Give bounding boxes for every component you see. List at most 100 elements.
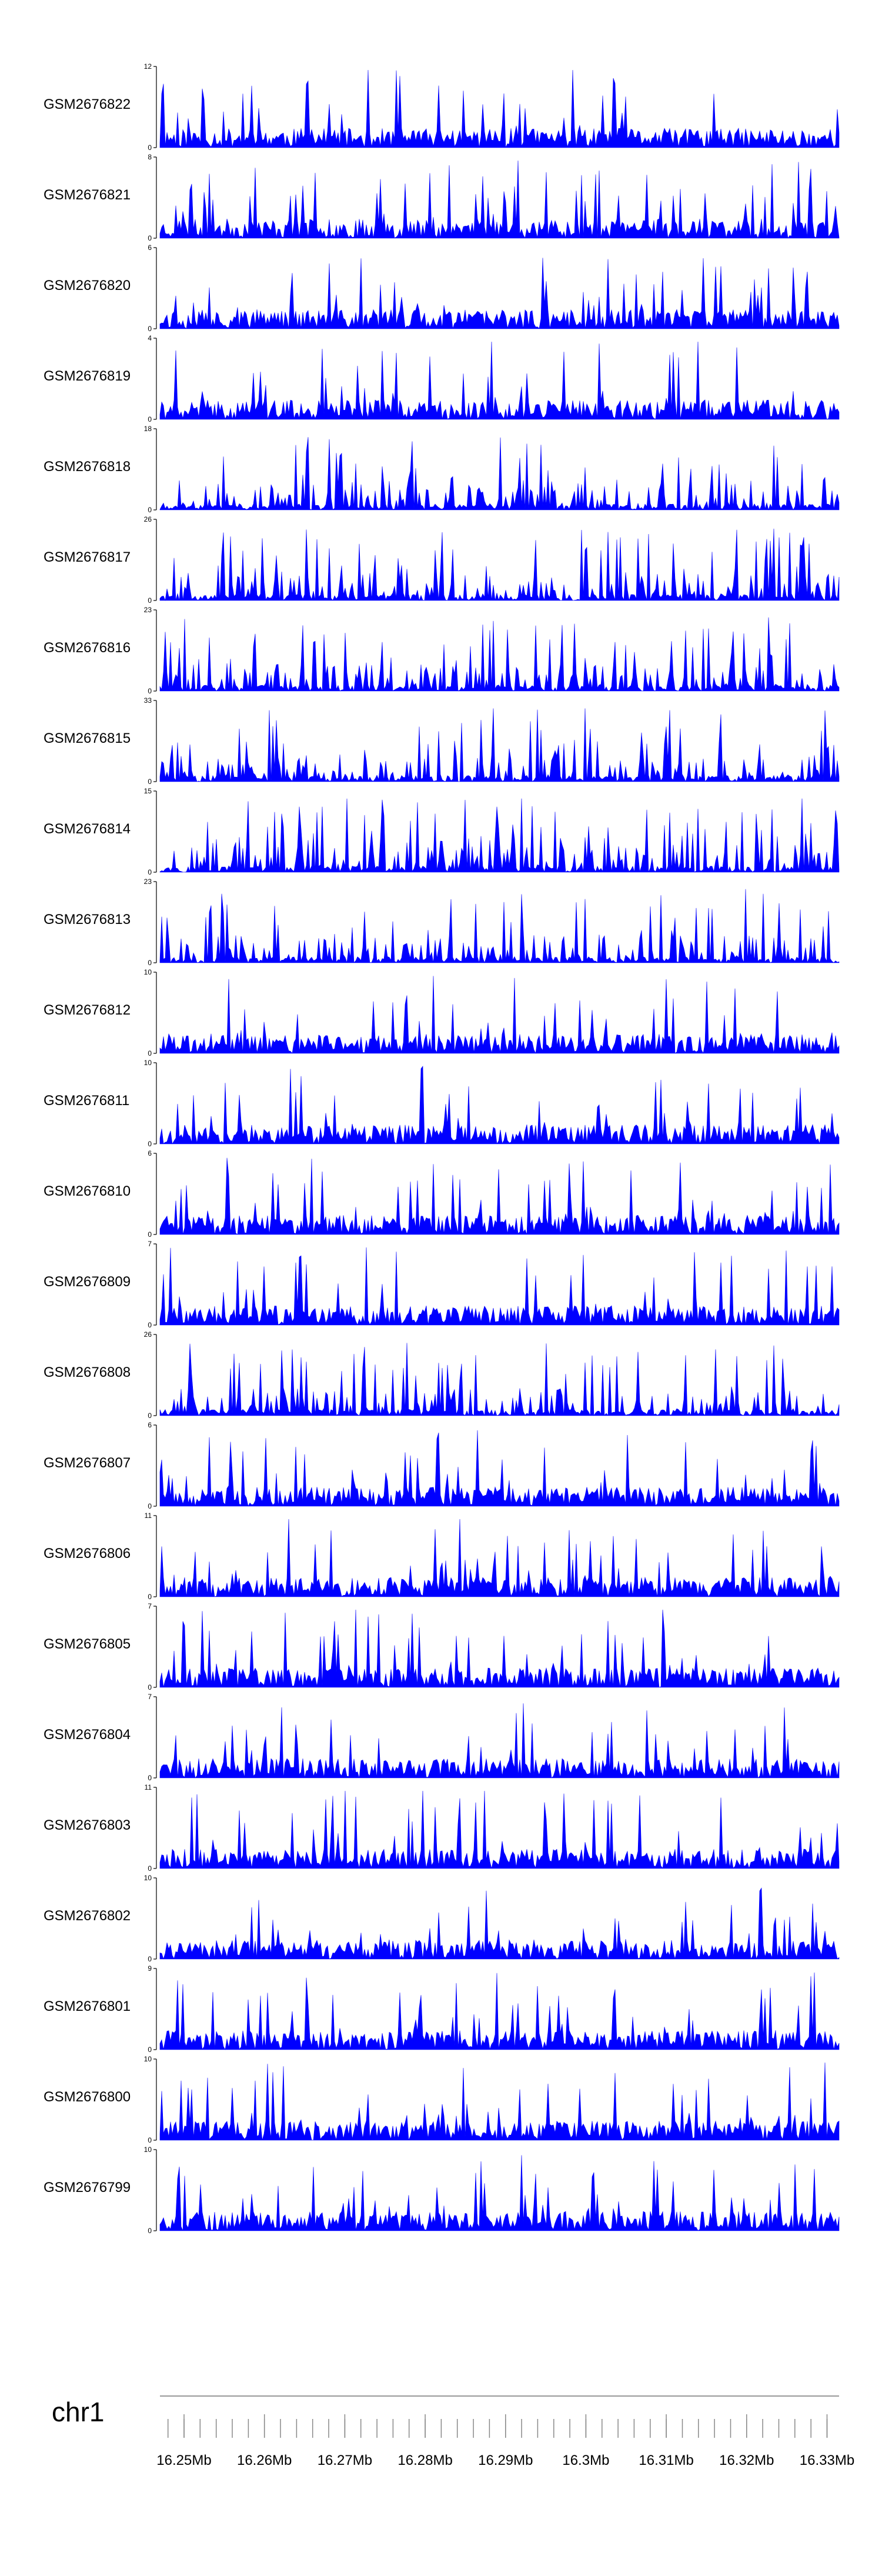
track-GSM2676820: GSM2676820 6 0 bbox=[44, 243, 840, 333]
y-max-label: 10 bbox=[144, 1059, 152, 1067]
sample-label: GSM2676800 bbox=[44, 2089, 131, 2105]
y-max-label: 4 bbox=[148, 334, 152, 342]
coverage-area bbox=[159, 1343, 840, 1416]
coverage-area bbox=[159, 1247, 840, 1326]
y-min-label: 0 bbox=[148, 1864, 152, 1873]
y-max-label: 10 bbox=[144, 2145, 152, 2154]
y-min-label: 0 bbox=[148, 1683, 152, 1691]
y-max-label: 11 bbox=[145, 1511, 152, 1520]
y-min-label: 0 bbox=[148, 1774, 152, 1782]
y-min-label: 0 bbox=[148, 596, 152, 605]
y-max-label: 12 bbox=[144, 62, 152, 71]
track-GSM2676812: GSM2676812 10 0 bbox=[44, 968, 840, 1057]
y-max-label: 18 bbox=[144, 425, 152, 433]
sample-label: GSM2676814 bbox=[44, 821, 131, 837]
y-min-label: 0 bbox=[148, 325, 152, 333]
y-min-label: 0 bbox=[148, 868, 152, 876]
x-tick-label: 16.33Mb bbox=[800, 2452, 854, 2468]
sample-label: GSM2676799 bbox=[44, 2180, 131, 2195]
track-GSM2676817: GSM2676817 26 0 bbox=[44, 515, 840, 605]
y-max-label: 7 bbox=[148, 1240, 152, 1248]
y-min-label: 0 bbox=[148, 1502, 152, 1510]
track-GSM2676799: GSM2676799 10 0 bbox=[44, 2145, 840, 2235]
coverage-area bbox=[159, 1157, 840, 1235]
coverage-area bbox=[159, 258, 840, 329]
coverage-area bbox=[159, 1887, 840, 1960]
track-GSM2676806: GSM2676806 11 0 bbox=[44, 1511, 840, 1601]
y-min-label: 0 bbox=[148, 506, 152, 514]
sample-label: GSM2676819 bbox=[44, 368, 131, 384]
coverage-area bbox=[159, 1609, 840, 1688]
chromosome-label: chr1 bbox=[52, 2397, 104, 2427]
track-GSM2676813: GSM2676813 23 0 bbox=[44, 877, 840, 967]
y-max-label: 7 bbox=[148, 1602, 152, 1610]
sample-label: GSM2676816 bbox=[44, 640, 131, 656]
track-GSM2676804: GSM2676804 7 0 bbox=[44, 1693, 840, 1782]
track-GSM2676822: GSM2676822 12 0 bbox=[44, 62, 840, 152]
y-max-label: 10 bbox=[144, 2055, 152, 2063]
x-tick-label: 16.28Mb bbox=[397, 2452, 452, 2468]
sample-label: GSM2676808 bbox=[44, 1364, 131, 1380]
track-GSM2676807: GSM2676807 6 0 bbox=[44, 1421, 840, 1510]
track-GSM2676818: GSM2676818 18 0 bbox=[44, 425, 840, 514]
coverage-area bbox=[159, 437, 840, 510]
sample-label: GSM2676821 bbox=[44, 187, 131, 203]
sample-label: GSM2676815 bbox=[44, 730, 131, 746]
sample-label: GSM2676822 bbox=[44, 96, 131, 112]
sample-label: GSM2676805 bbox=[44, 1636, 131, 1652]
y-max-label: 33 bbox=[144, 696, 152, 705]
track-GSM2676815: GSM2676815 33 0 bbox=[44, 696, 840, 786]
sample-label: GSM2676804 bbox=[44, 1727, 131, 1743]
track-GSM2676811: GSM2676811 10 0 bbox=[44, 1059, 840, 1148]
coverage-area bbox=[159, 1703, 840, 1778]
coverage-area bbox=[159, 1790, 840, 1869]
y-min-label: 0 bbox=[148, 778, 152, 786]
coverage-area bbox=[159, 976, 840, 1054]
coverage-area bbox=[159, 528, 840, 601]
x-tick-label: 16.3Mb bbox=[562, 2452, 609, 2468]
sample-label: GSM2676810 bbox=[44, 1183, 131, 1199]
x-tick-label: 16.31Mb bbox=[639, 2452, 693, 2468]
coverage-area bbox=[159, 798, 840, 873]
y-min-label: 0 bbox=[148, 1955, 152, 1963]
track-GSM2676805: GSM2676805 7 0 bbox=[44, 1602, 840, 1691]
track-GSM2676816: GSM2676816 23 0 bbox=[44, 606, 840, 695]
track-GSM2676810: GSM2676810 6 0 bbox=[44, 1149, 840, 1239]
y-min-label: 0 bbox=[148, 1321, 152, 1329]
coverage-area bbox=[159, 1519, 840, 1597]
coverage-area bbox=[159, 2155, 840, 2231]
y-max-label: 26 bbox=[144, 1330, 152, 1339]
y-max-label: 23 bbox=[144, 877, 152, 886]
sample-label: GSM2676806 bbox=[44, 1546, 131, 1561]
sample-label: GSM2676812 bbox=[44, 1002, 131, 1018]
track-GSM2676808: GSM2676808 26 0 bbox=[44, 1330, 840, 1420]
y-min-label: 0 bbox=[148, 687, 152, 695]
y-min-label: 0 bbox=[148, 1140, 152, 1148]
y-max-label: 10 bbox=[144, 968, 152, 976]
coverage-area bbox=[159, 1066, 840, 1144]
coverage-area bbox=[159, 2062, 840, 2141]
tracks-layer: GSM2676822120GSM267682180GSM267682060GSM… bbox=[44, 62, 840, 2235]
coverage-area bbox=[159, 69, 840, 148]
y-max-label: 6 bbox=[148, 1421, 152, 1429]
sample-label: GSM2676807 bbox=[44, 1455, 131, 1471]
coverage-area bbox=[159, 160, 840, 239]
genome-ruler: 16.25Mb 16.26Mb 16.27Mb 16.28Mb 16.29Mb 16.3M… bbox=[156, 2414, 854, 2468]
coverage-area bbox=[159, 617, 840, 692]
sample-label: GSM2676820 bbox=[44, 278, 131, 293]
coverage-area bbox=[159, 708, 840, 782]
sample-label: GSM2676813 bbox=[44, 912, 131, 927]
track-GSM2676803: GSM2676803 11 0 bbox=[44, 1783, 840, 1873]
x-tick-label: 16.27Mb bbox=[318, 2452, 372, 2468]
y-max-label: 10 bbox=[144, 1874, 152, 1882]
y-min-label: 0 bbox=[148, 415, 152, 423]
sample-label: GSM2676801 bbox=[44, 1998, 131, 2014]
x-tick-label: 16.32Mb bbox=[719, 2452, 774, 2468]
sample-label: GSM2676803 bbox=[44, 1817, 131, 1833]
y-max-label: 15 bbox=[144, 787, 152, 795]
y-min-label: 0 bbox=[148, 234, 152, 242]
coverage-area bbox=[159, 889, 840, 963]
track-GSM2676801: GSM2676801 9 0 bbox=[44, 1964, 840, 2054]
track-GSM2676819: GSM2676819 4 0 bbox=[44, 334, 840, 423]
